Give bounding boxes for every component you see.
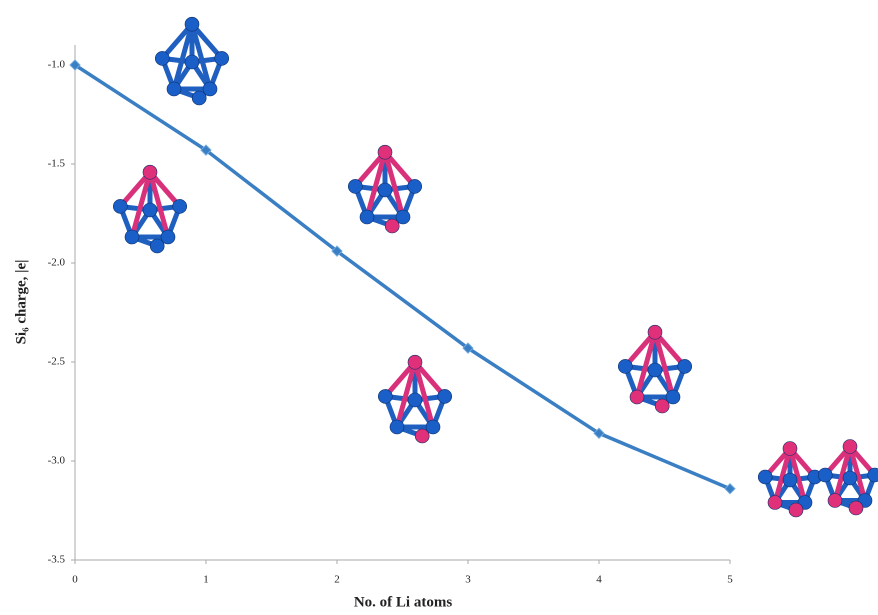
atom xyxy=(789,503,803,517)
x-tick-label: 0 xyxy=(72,574,78,586)
atom xyxy=(185,55,199,69)
y-axis-title: Si₆ charge, |e| xyxy=(13,260,29,345)
atom xyxy=(155,51,169,65)
atom xyxy=(390,420,404,434)
x-tick-label: 4 xyxy=(596,574,602,586)
atom xyxy=(150,239,164,253)
atom xyxy=(648,363,662,377)
cluster xyxy=(758,442,822,518)
atom xyxy=(618,359,632,373)
atom xyxy=(843,471,857,485)
atom xyxy=(655,399,669,413)
y-tick-label: -1.0 xyxy=(48,59,66,71)
chart: No. of Li atoms Si₆ charge, |e| -3.5 -3.0… xyxy=(0,0,878,615)
atom xyxy=(173,199,187,213)
x-tick-label: 2 xyxy=(334,574,340,586)
cluster xyxy=(348,145,421,233)
atom xyxy=(438,389,452,403)
atom xyxy=(385,219,399,233)
atom xyxy=(828,494,842,508)
atom xyxy=(630,390,644,404)
atom xyxy=(783,473,797,487)
atom xyxy=(378,145,392,159)
atom xyxy=(113,199,127,213)
atom xyxy=(125,230,139,244)
y-tick-label: -3.5 xyxy=(48,554,66,566)
atom xyxy=(415,429,429,443)
y-tick-label: -2.0 xyxy=(48,257,66,269)
cluster xyxy=(618,325,691,413)
data-point xyxy=(725,484,735,494)
atom xyxy=(678,359,692,373)
cluster xyxy=(155,17,228,105)
atom xyxy=(758,470,772,484)
atom xyxy=(768,496,782,510)
y-tick-label: -2.5 xyxy=(48,356,66,368)
atom xyxy=(783,442,797,456)
atom xyxy=(408,393,422,407)
atom xyxy=(360,210,374,224)
molecule-illustrations xyxy=(113,17,878,517)
atom xyxy=(143,203,157,217)
atom xyxy=(185,17,199,31)
x-tick-label: 3 xyxy=(465,574,471,586)
atom xyxy=(348,179,362,193)
atom xyxy=(378,389,392,403)
cluster xyxy=(113,165,186,253)
y-tick-label: -1.5 xyxy=(48,158,66,170)
atom xyxy=(648,325,662,339)
atom xyxy=(849,501,863,515)
x-tick-label: 5 xyxy=(727,574,733,586)
cluster xyxy=(818,440,878,516)
atom xyxy=(408,355,422,369)
atom xyxy=(143,165,157,179)
atom xyxy=(378,183,392,197)
atom xyxy=(192,91,206,105)
atom xyxy=(408,179,422,193)
y-tick-label: -3.0 xyxy=(48,455,66,467)
atom xyxy=(818,468,832,482)
atom xyxy=(215,51,229,65)
atom xyxy=(843,440,857,454)
x-axis-title: No. of Li atoms xyxy=(354,594,452,610)
cluster xyxy=(378,355,451,443)
atom xyxy=(167,82,181,96)
x-tick-label: 1 xyxy=(203,574,209,586)
